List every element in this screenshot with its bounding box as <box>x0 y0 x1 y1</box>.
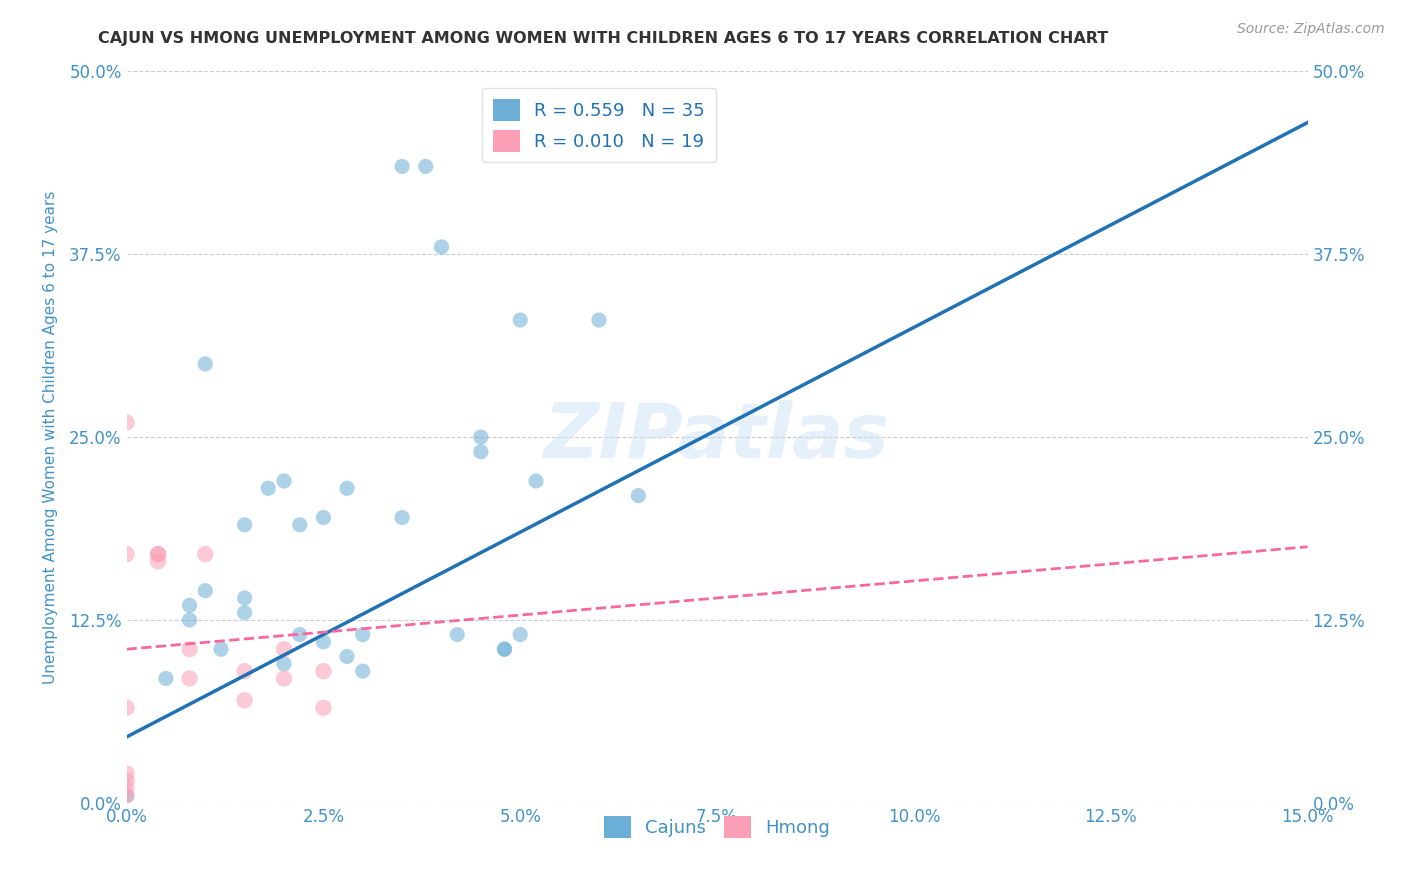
Point <box>391 510 413 524</box>
Y-axis label: Unemployment Among Women with Children Ages 6 to 17 years: Unemployment Among Women with Children A… <box>44 190 58 684</box>
Point <box>115 416 138 430</box>
Point <box>155 672 177 686</box>
Point <box>257 481 280 495</box>
Point <box>146 547 169 561</box>
Point <box>273 474 295 488</box>
Point <box>179 599 201 613</box>
Point <box>312 664 335 678</box>
Point <box>115 773 138 788</box>
Point <box>233 606 256 620</box>
Point <box>233 693 256 707</box>
Point <box>352 627 374 641</box>
Point <box>288 517 311 532</box>
Point <box>312 635 335 649</box>
Point <box>336 649 359 664</box>
Point <box>115 781 138 796</box>
Point <box>179 672 201 686</box>
Point <box>115 766 138 780</box>
Point <box>146 554 169 568</box>
Point <box>430 240 453 254</box>
Point <box>312 700 335 714</box>
Point <box>470 430 492 444</box>
Point <box>115 547 138 561</box>
Point <box>209 642 232 657</box>
Point <box>194 357 217 371</box>
Point <box>273 657 295 671</box>
Point <box>391 160 413 174</box>
Text: ZIPatlas: ZIPatlas <box>544 401 890 474</box>
Point <box>415 160 437 174</box>
Point <box>194 583 217 598</box>
Point <box>446 627 468 641</box>
Point <box>627 489 650 503</box>
Point <box>233 517 256 532</box>
Text: CAJUN VS HMONG UNEMPLOYMENT AMONG WOMEN WITH CHILDREN AGES 6 TO 17 YEARS CORRELA: CAJUN VS HMONG UNEMPLOYMENT AMONG WOMEN … <box>98 31 1109 46</box>
Text: Source: ZipAtlas.com: Source: ZipAtlas.com <box>1237 22 1385 37</box>
Point <box>273 672 295 686</box>
Point <box>470 444 492 458</box>
Point <box>115 789 138 803</box>
Point <box>273 642 295 657</box>
Point <box>336 481 359 495</box>
Point <box>179 613 201 627</box>
Point <box>288 627 311 641</box>
Point <box>115 700 138 714</box>
Point <box>179 642 201 657</box>
Point <box>233 664 256 678</box>
Point <box>233 591 256 605</box>
Point <box>494 642 516 657</box>
Point <box>312 510 335 524</box>
Point <box>352 664 374 678</box>
Point <box>115 789 138 803</box>
Point <box>494 642 516 657</box>
Point <box>194 547 217 561</box>
Point <box>146 547 169 561</box>
Point <box>509 627 531 641</box>
Point <box>588 313 610 327</box>
Point <box>524 474 547 488</box>
Legend: Cajuns, Hmong: Cajuns, Hmong <box>596 808 838 845</box>
Point <box>509 313 531 327</box>
